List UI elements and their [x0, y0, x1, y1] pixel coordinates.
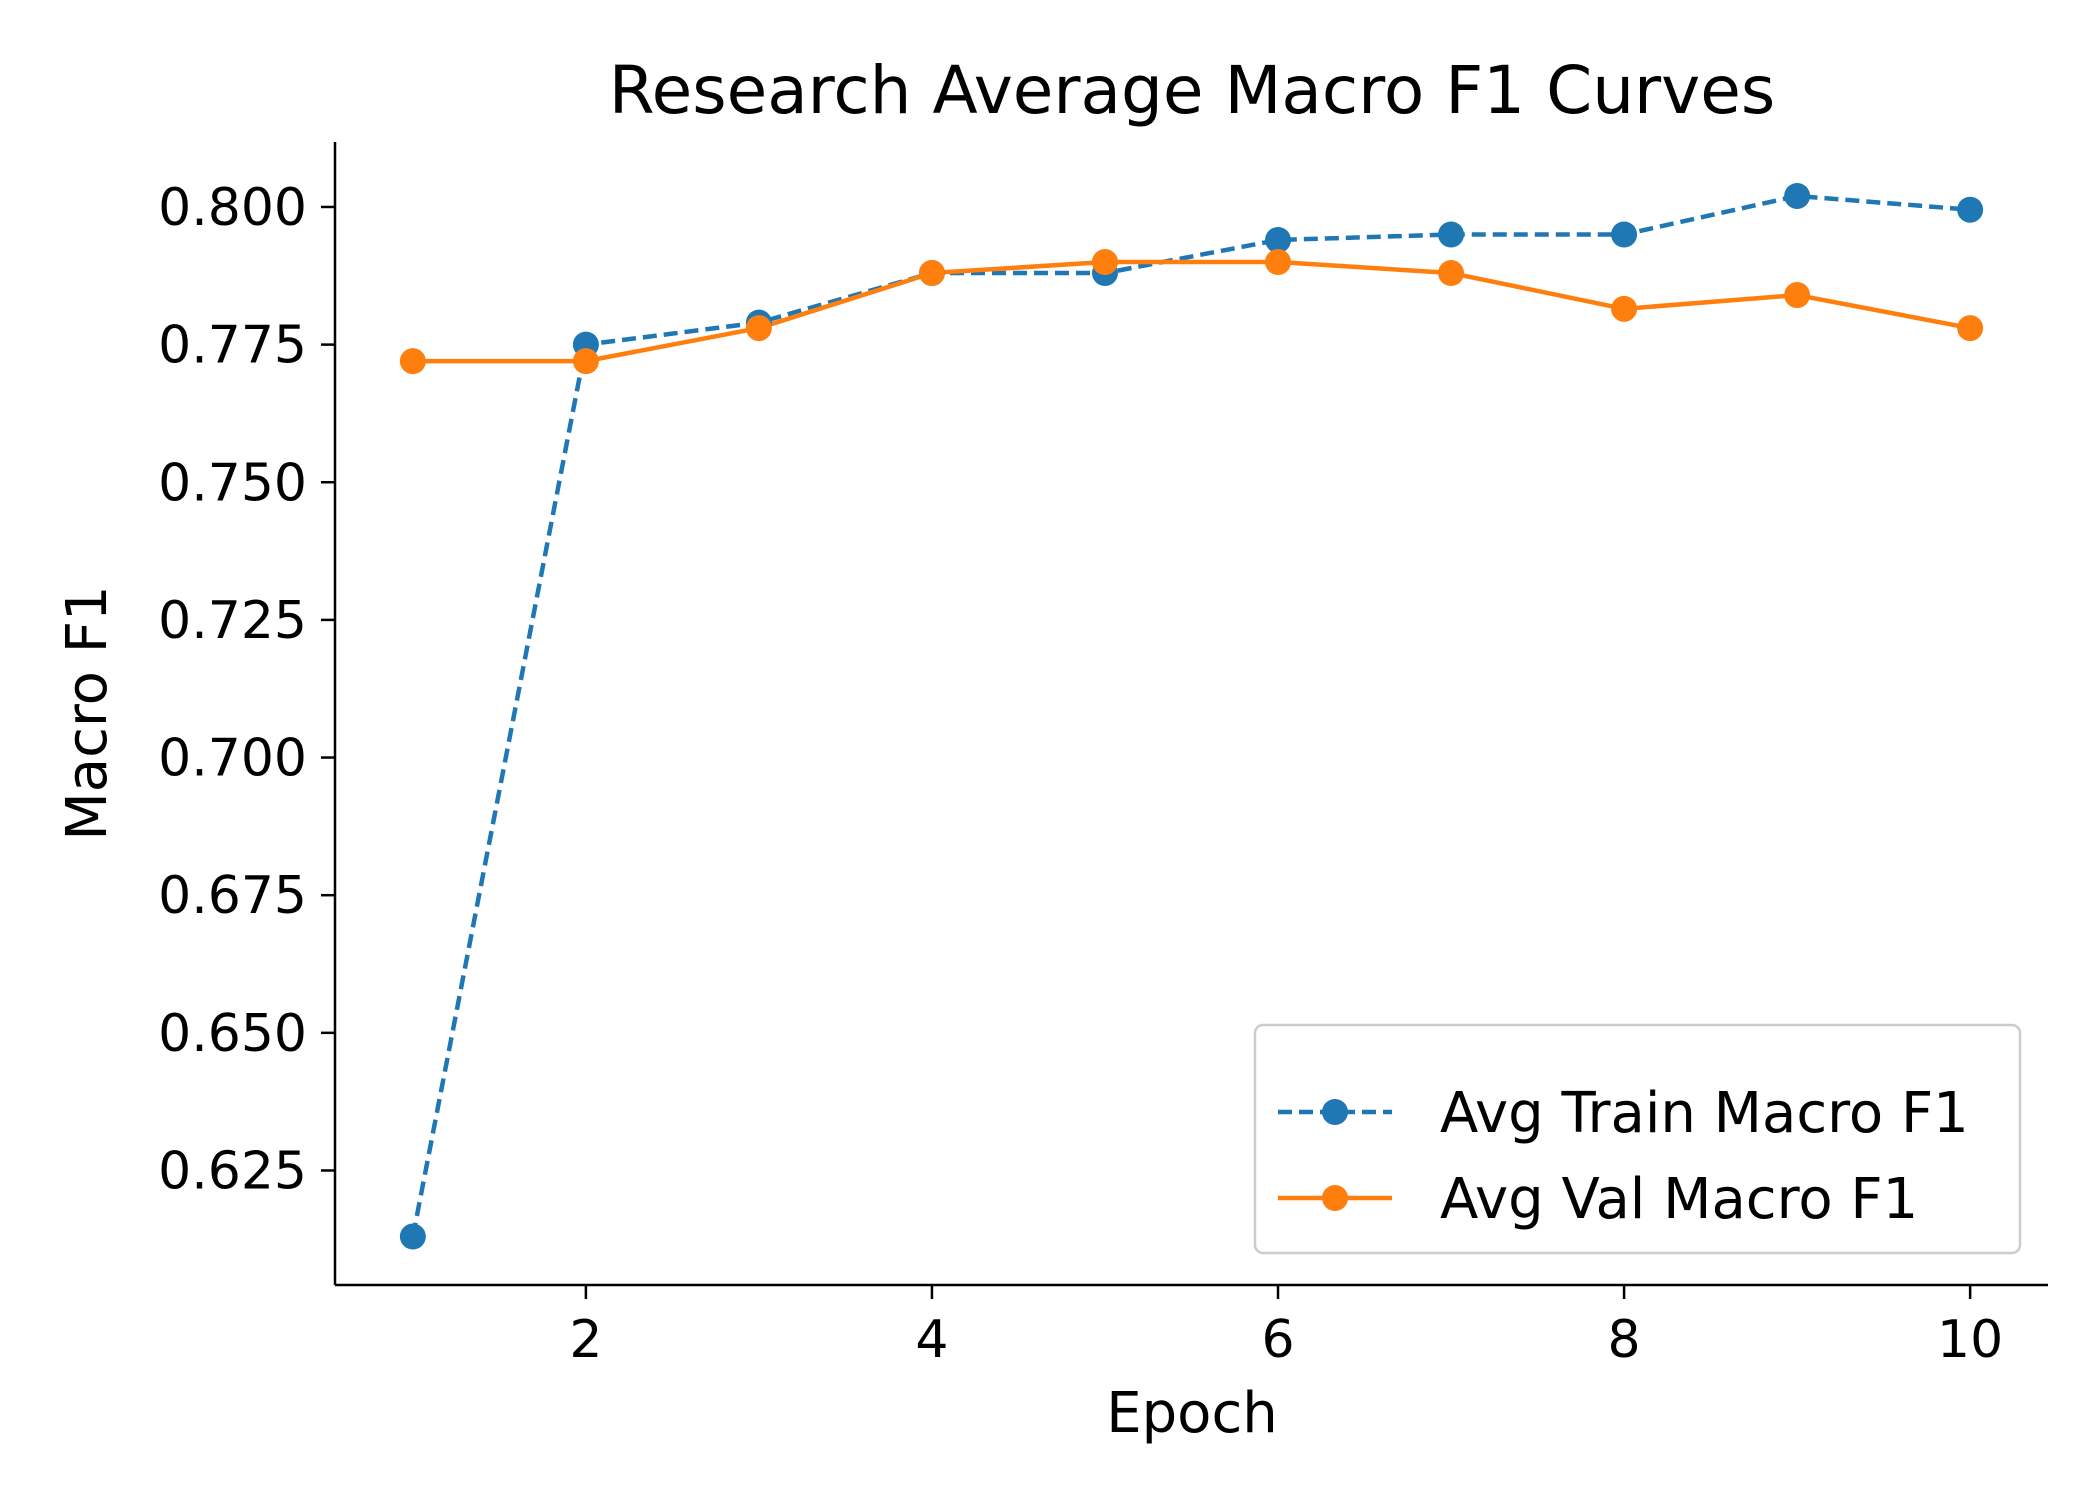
plot-series-markers [399, 182, 1984, 1250]
x-tick-label: 10 [1937, 1310, 2003, 1370]
chart-title: Research Average Macro F1 Curves [609, 52, 1775, 129]
x-axis-label: Epoch [1106, 1381, 1277, 1446]
legend-marker-1 [1322, 1185, 1348, 1211]
legend-label-0: Avg Train Macro F1 [1440, 1081, 1969, 1146]
y-tick-label: 0.625 [158, 1141, 307, 1201]
series-0-point [1784, 182, 1811, 209]
series-0-point [399, 1223, 426, 1250]
series-1-point [1265, 249, 1292, 276]
y-tick-label: 0.675 [158, 866, 307, 926]
chart-legend: Avg Train Macro F1 Avg Val Macro F1 [1253, 1023, 2022, 1255]
y-tick-label: 0.725 [158, 591, 307, 651]
series-1-point [918, 260, 945, 287]
y-tick-label: 0.650 [158, 1004, 307, 1064]
series-1-point [399, 348, 426, 375]
legend-marker-0 [1322, 1099, 1348, 1125]
legend-label-1: Avg Val Macro F1 [1440, 1167, 1918, 1232]
x-tick-label: 8 [1608, 1310, 1641, 1370]
y-tick-label: 0.700 [158, 729, 307, 789]
series-0-point [1611, 221, 1638, 248]
series-1-point [1611, 295, 1638, 322]
x-tick-label: 2 [569, 1310, 602, 1370]
x-tick-label: 4 [915, 1310, 948, 1370]
series-0-point [1265, 227, 1292, 254]
legend-items: Avg Train Macro F1 Avg Val Macro F1 [1278, 1081, 1969, 1232]
series-1-point [1438, 260, 1465, 287]
y-axis-ticks: 0.625 0.650 0.675 0.700 0.725 0.750 0.775 0.800 [158, 178, 335, 1201]
series-1-point [1091, 249, 1118, 276]
series-0-point [1438, 221, 1465, 248]
plot-series-lines [410, 193, 1971, 1237]
y-tick-label: 0.800 [158, 178, 307, 238]
series-0-point [1957, 196, 1984, 223]
series-line-1 [412, 259, 1971, 364]
legend-frame [1253, 1023, 2022, 1255]
y-axis-label: Macro F1 [55, 585, 120, 840]
y-tick-label: 0.750 [158, 453, 307, 513]
series-1-point [745, 315, 772, 342]
x-tick-label: 6 [1261, 1310, 1294, 1370]
series-1-point [572, 348, 599, 375]
series-1-point [1957, 315, 1984, 342]
x-axis-ticks: 2 4 6 8 10 [569, 1285, 2003, 1370]
y-tick-label: 0.775 [158, 316, 307, 376]
series-1-point [1784, 282, 1811, 309]
series-line-0 [410, 193, 1971, 1237]
